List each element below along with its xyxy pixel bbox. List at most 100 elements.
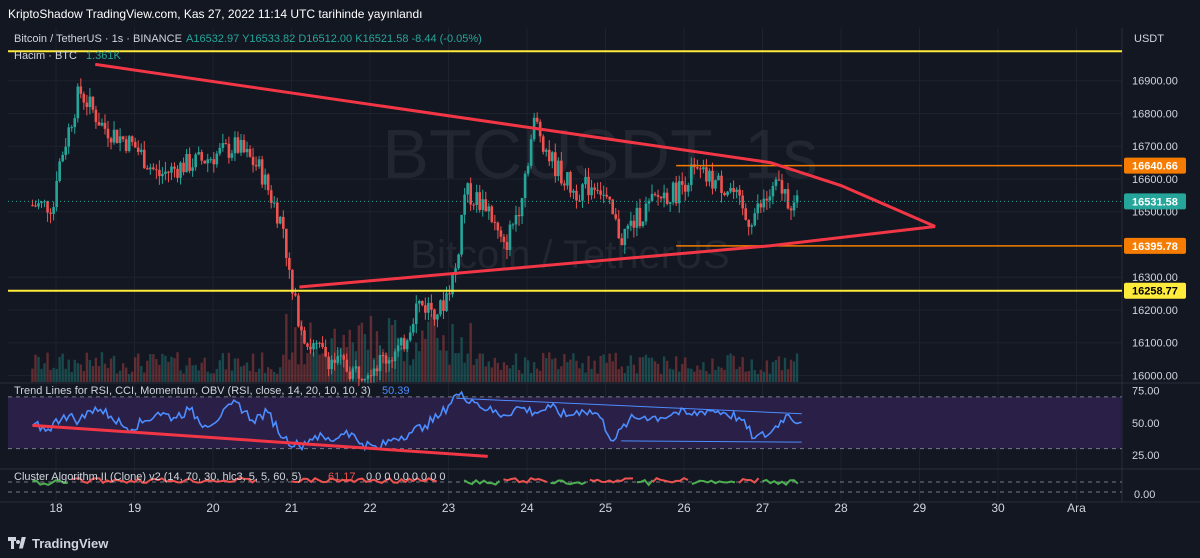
volume-bar xyxy=(496,362,500,382)
candle-body xyxy=(469,183,472,205)
volume-bar xyxy=(248,370,252,382)
candle-body xyxy=(795,195,799,203)
volume-bar xyxy=(233,358,237,382)
volume-bar xyxy=(109,358,113,382)
volume-bar xyxy=(402,361,406,382)
candle-body xyxy=(85,102,89,107)
volume-bar xyxy=(127,373,131,382)
candle-body xyxy=(460,214,463,255)
volume-bar xyxy=(134,357,137,382)
volume-bar xyxy=(678,371,681,382)
candle-body xyxy=(82,93,86,103)
volume-bar xyxy=(729,353,732,382)
volume-bar xyxy=(514,353,518,382)
candle-body xyxy=(363,378,367,381)
candle-body xyxy=(433,309,436,320)
volume-bar xyxy=(46,352,49,382)
volume-bar xyxy=(520,373,524,382)
candle-body xyxy=(49,212,52,214)
cluster-zeros: 0 0 0 0 0 0 0 0 0 xyxy=(366,471,446,483)
candle-body xyxy=(161,173,164,177)
candle-body xyxy=(768,196,772,201)
candle-body xyxy=(97,122,101,126)
candle-body xyxy=(278,216,282,224)
volume-bar xyxy=(381,349,385,382)
volume-bar xyxy=(221,353,225,382)
candle-body xyxy=(674,182,678,204)
volume-bar xyxy=(768,373,772,382)
candle-body xyxy=(360,378,364,381)
candle-body xyxy=(106,128,110,139)
candle-body xyxy=(680,181,684,185)
volume-bar xyxy=(100,352,104,382)
volume-bar xyxy=(188,357,191,382)
candle-body xyxy=(605,194,608,197)
volume-bar xyxy=(61,353,64,382)
candle-body xyxy=(133,141,137,148)
volume-bar xyxy=(587,355,590,382)
candle-body xyxy=(659,196,663,199)
volume-bar xyxy=(43,363,46,382)
volume-bar xyxy=(638,357,642,382)
volume-bar xyxy=(738,366,741,382)
volume-bar xyxy=(535,368,539,382)
cluster-up-segment xyxy=(691,479,736,485)
volume-bar xyxy=(684,357,687,382)
price-tick-label: 16000.00 xyxy=(1132,370,1178,382)
volume-bar xyxy=(795,353,799,382)
candle-body xyxy=(167,171,170,173)
volume-bar xyxy=(291,352,294,382)
candle-body xyxy=(164,171,167,174)
price-level-badge xyxy=(1124,282,1186,299)
volume-bar xyxy=(487,361,491,382)
volume-bar xyxy=(499,369,503,382)
candle-body xyxy=(575,190,578,201)
candle-body xyxy=(711,170,714,189)
volume-bar xyxy=(40,368,43,382)
volume-bar xyxy=(786,369,790,382)
candle-body xyxy=(408,332,412,341)
volume-bar xyxy=(517,370,521,382)
volume-bar xyxy=(566,362,569,382)
candle-body xyxy=(665,192,669,204)
volume-bar xyxy=(789,359,793,382)
price-tick-label: 16300.00 xyxy=(1132,272,1178,284)
volume-bar xyxy=(179,370,182,382)
volume-bar xyxy=(702,362,705,382)
volume-bar xyxy=(366,349,370,382)
candle-body xyxy=(550,152,554,162)
volume-bar xyxy=(396,337,400,382)
cluster-up-segment xyxy=(550,479,587,486)
volume-bar xyxy=(572,353,575,382)
volume-bar xyxy=(375,331,379,382)
candle-body xyxy=(442,300,445,312)
candle-body xyxy=(668,202,672,204)
volume-bar xyxy=(526,360,530,382)
tradingview-logo[interactable]: TradingView xyxy=(8,536,108,551)
candle-body xyxy=(783,189,787,194)
volume-bar xyxy=(336,349,339,382)
triangle-upper-trendline xyxy=(95,62,936,228)
volume-bar xyxy=(693,371,696,382)
candle-body xyxy=(596,189,599,191)
price-level-badge xyxy=(1124,157,1186,174)
cluster-value: 61.17 xyxy=(328,471,356,483)
volume-bar xyxy=(76,363,79,382)
price-tick-label: 16100.00 xyxy=(1132,338,1178,350)
volume-bar xyxy=(130,371,134,382)
volume-bar xyxy=(662,356,666,382)
candle-body xyxy=(179,162,182,178)
volume-bar xyxy=(593,360,596,382)
candle-body xyxy=(641,221,645,227)
candle-body xyxy=(315,342,318,344)
volume-bar xyxy=(753,370,756,382)
symbol-legend: Bitcoin / TetherUS · 1s · BINANCE xyxy=(14,33,182,45)
candle-body xyxy=(158,169,161,177)
volume-bar xyxy=(454,353,457,382)
candle-body xyxy=(390,360,394,362)
candle-body xyxy=(52,207,55,214)
volume-bar xyxy=(149,354,152,382)
volume-bar xyxy=(273,371,276,382)
volume-bar xyxy=(106,368,110,382)
